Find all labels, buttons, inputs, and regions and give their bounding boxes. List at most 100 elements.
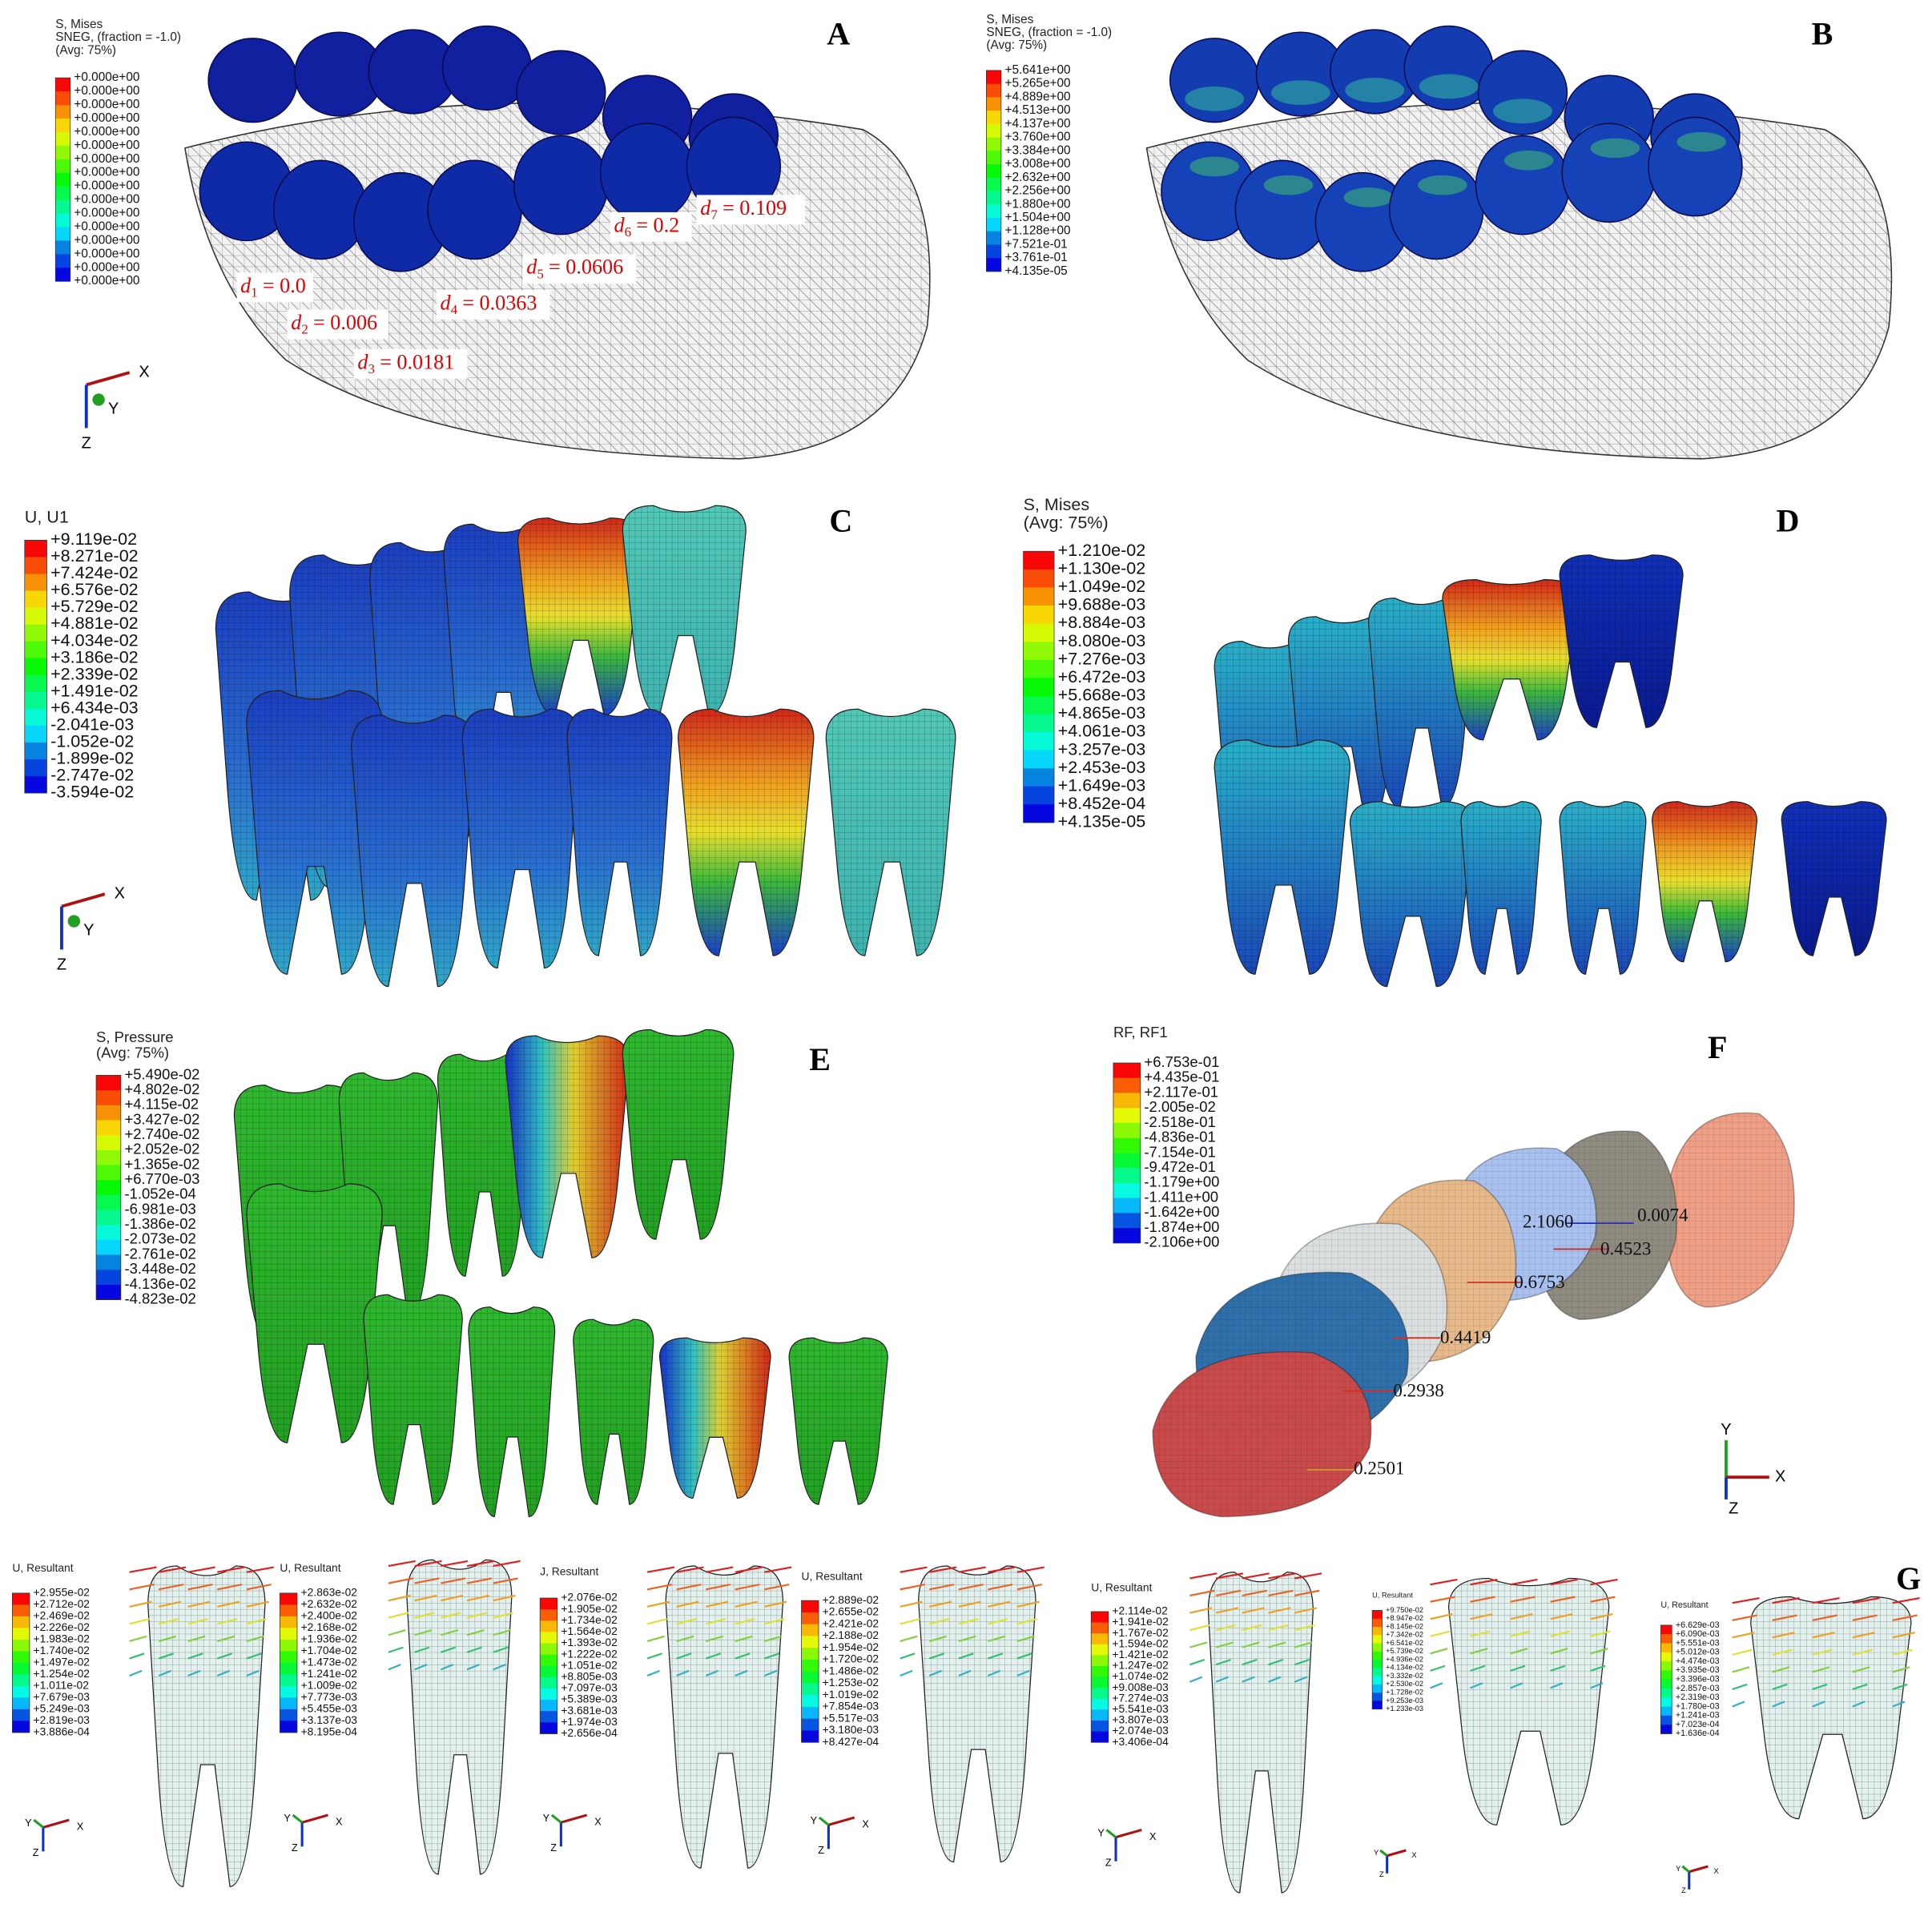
legend-swatch <box>24 624 47 642</box>
vector <box>493 1664 506 1671</box>
tooth-mesh <box>622 505 747 715</box>
legend-label: -3.594e-02 <box>50 783 134 802</box>
legend-swatch <box>801 1683 819 1696</box>
legend-swatch <box>986 123 1001 139</box>
panel-letter: A <box>827 16 850 52</box>
vector <box>735 1669 748 1677</box>
vector <box>1892 1701 1906 1708</box>
vector <box>1294 1607 1318 1614</box>
vector <box>1812 1632 1835 1639</box>
legend-swatch <box>986 111 1001 125</box>
vector <box>987 1652 1004 1660</box>
legend-swatch <box>1113 1077 1141 1093</box>
vector <box>1294 1641 1313 1648</box>
legend-label: +3.760e+00 <box>1004 131 1070 144</box>
vector <box>705 1635 724 1642</box>
vector <box>1470 1682 1483 1689</box>
vector <box>988 1584 1013 1591</box>
legend-label: +3.406e-04 <box>1112 1735 1169 1748</box>
legend-label: +2.469e-02 <box>34 1609 90 1622</box>
legend-swatch <box>24 759 47 777</box>
vector <box>388 1594 411 1602</box>
annotation: d2 = 0.006 <box>291 311 377 337</box>
annotation-symbol: d <box>240 274 252 297</box>
legend-swatch <box>96 1075 121 1091</box>
force-label: 0.4523 <box>1600 1238 1651 1258</box>
vector <box>1812 1666 1830 1673</box>
legend-label: +8.195e-04 <box>301 1725 358 1737</box>
legend-label: +8.271e-02 <box>50 546 139 566</box>
annotation-value: = 0.2 <box>636 213 679 236</box>
axis-label: X <box>862 1819 869 1830</box>
vector <box>187 1566 215 1573</box>
tooth-mesh <box>406 1560 512 1874</box>
vector <box>928 1618 950 1625</box>
legend-frame <box>24 540 47 794</box>
vector <box>763 1652 780 1660</box>
legend-swatch <box>1660 1715 1672 1725</box>
legend-swatch <box>280 1604 297 1617</box>
legend-swatch <box>96 1165 121 1181</box>
annotation-box <box>287 309 388 340</box>
vector <box>706 1584 731 1591</box>
vector <box>1550 1596 1576 1603</box>
vector <box>187 1618 208 1625</box>
legend-label: +5.551e-03 <box>1676 1638 1720 1648</box>
legend-title: U, Resultant <box>280 1561 340 1574</box>
annotation: d1 = 0.0 <box>240 274 306 300</box>
legend-label: +0.000e+00 <box>74 179 139 193</box>
legend-label: +1.880e+00 <box>1004 197 1070 211</box>
axis-label: X <box>594 1817 602 1828</box>
axis-label: Y <box>811 1815 818 1826</box>
vector <box>129 1652 145 1660</box>
legend-swatch <box>801 1730 819 1743</box>
legend-swatch <box>1091 1633 1109 1645</box>
legend-label: +0.000e+00 <box>74 111 139 125</box>
vector <box>1430 1578 1458 1586</box>
legend-swatch <box>55 186 70 201</box>
axis-label: X <box>1149 1831 1157 1842</box>
legend-label: +2.052e-02 <box>124 1141 199 1157</box>
legend-frame <box>1660 1624 1672 1734</box>
annotation-symbol: d <box>700 196 711 219</box>
legend-swatch <box>96 1135 121 1151</box>
vector <box>1215 1624 1236 1632</box>
legend-label: +4.802e-02 <box>124 1081 199 1097</box>
legend-label: +1.564e-02 <box>561 1624 617 1637</box>
stress <box>1419 74 1479 99</box>
vector <box>493 1629 511 1636</box>
legend-frame <box>1090 1611 1109 1743</box>
legend-label: +7.773e-03 <box>301 1690 358 1703</box>
vector <box>158 1652 174 1660</box>
legend-label: +3.886e-04 <box>34 1725 91 1737</box>
legend-swatch <box>1372 1701 1383 1710</box>
tooth-mesh <box>364 1294 463 1505</box>
vector <box>1189 1659 1205 1666</box>
legend-label: +0.000e+00 <box>74 98 139 111</box>
vector <box>129 1618 150 1625</box>
legend-swatch <box>1660 1652 1672 1662</box>
legend-title: U, Resultant <box>1372 1591 1413 1599</box>
legend-label: +7.097e-03 <box>561 1681 618 1694</box>
tooth-mesh <box>246 1183 383 1443</box>
legend-label: +6.753e-01 <box>1144 1053 1219 1070</box>
legend-swatch <box>96 1210 121 1226</box>
legend-frame <box>95 1075 122 1300</box>
legend-swatch <box>55 118 70 133</box>
legend-label: -1.386e-02 <box>124 1215 195 1232</box>
vector <box>1892 1666 1910 1673</box>
vector <box>646 1652 662 1660</box>
legend-swatch <box>96 1225 121 1241</box>
legend-label: +3.807e-03 <box>1112 1713 1169 1726</box>
legend-swatch <box>280 1639 297 1652</box>
legend-swatch <box>540 1620 557 1632</box>
axis-label: Z <box>550 1842 557 1854</box>
legend-swatch <box>1023 587 1055 606</box>
vector <box>1550 1682 1564 1689</box>
crown <box>207 38 298 123</box>
axis-label: Z <box>292 1842 298 1854</box>
legend-label: +1.241e-03 <box>1676 1711 1720 1721</box>
legend-label: +6.629e-03 <box>1676 1620 1720 1630</box>
